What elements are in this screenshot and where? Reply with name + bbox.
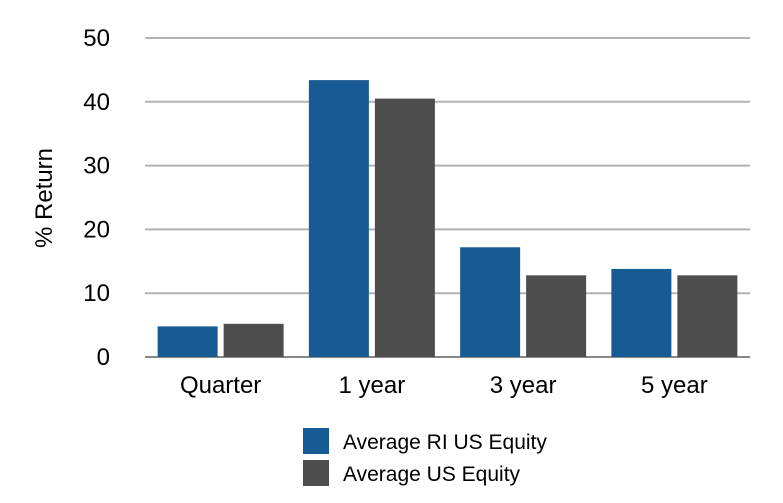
y-axis-ticks: 0 10 20 30 40 50 bbox=[83, 25, 110, 371]
bar bbox=[611, 268, 672, 357]
bar bbox=[460, 247, 521, 357]
bars bbox=[157, 80, 738, 358]
x-category-label: 5 year bbox=[641, 372, 708, 399]
legend-label: Average RI US Equity bbox=[343, 431, 547, 454]
bar bbox=[223, 323, 284, 357]
bar bbox=[157, 326, 218, 357]
y-axis-label: % Return bbox=[31, 148, 58, 248]
x-category-label: Quarter bbox=[180, 372, 261, 399]
bar bbox=[374, 98, 435, 358]
y-tick-label: 20 bbox=[83, 216, 110, 243]
x-category-label: 3 year bbox=[490, 372, 557, 399]
legend-swatch bbox=[303, 460, 329, 486]
y-tick-label: 10 bbox=[83, 280, 110, 307]
bar bbox=[308, 80, 369, 357]
legend-label: Average US Equity bbox=[343, 463, 521, 486]
bar bbox=[526, 275, 587, 357]
bar bbox=[677, 275, 738, 357]
y-tick-label: 30 bbox=[83, 153, 110, 180]
y-tick-label: 0 bbox=[97, 344, 110, 371]
y-tick-label: 50 bbox=[83, 25, 110, 52]
x-category-label: 1 year bbox=[339, 372, 406, 399]
y-tick-label: 40 bbox=[83, 89, 110, 116]
legend-swatch bbox=[303, 428, 329, 454]
legend: Average RI US Equity Average US Equity bbox=[303, 428, 547, 486]
x-axis-categories: Quarter 1 year 3 year 5 year bbox=[180, 372, 708, 399]
